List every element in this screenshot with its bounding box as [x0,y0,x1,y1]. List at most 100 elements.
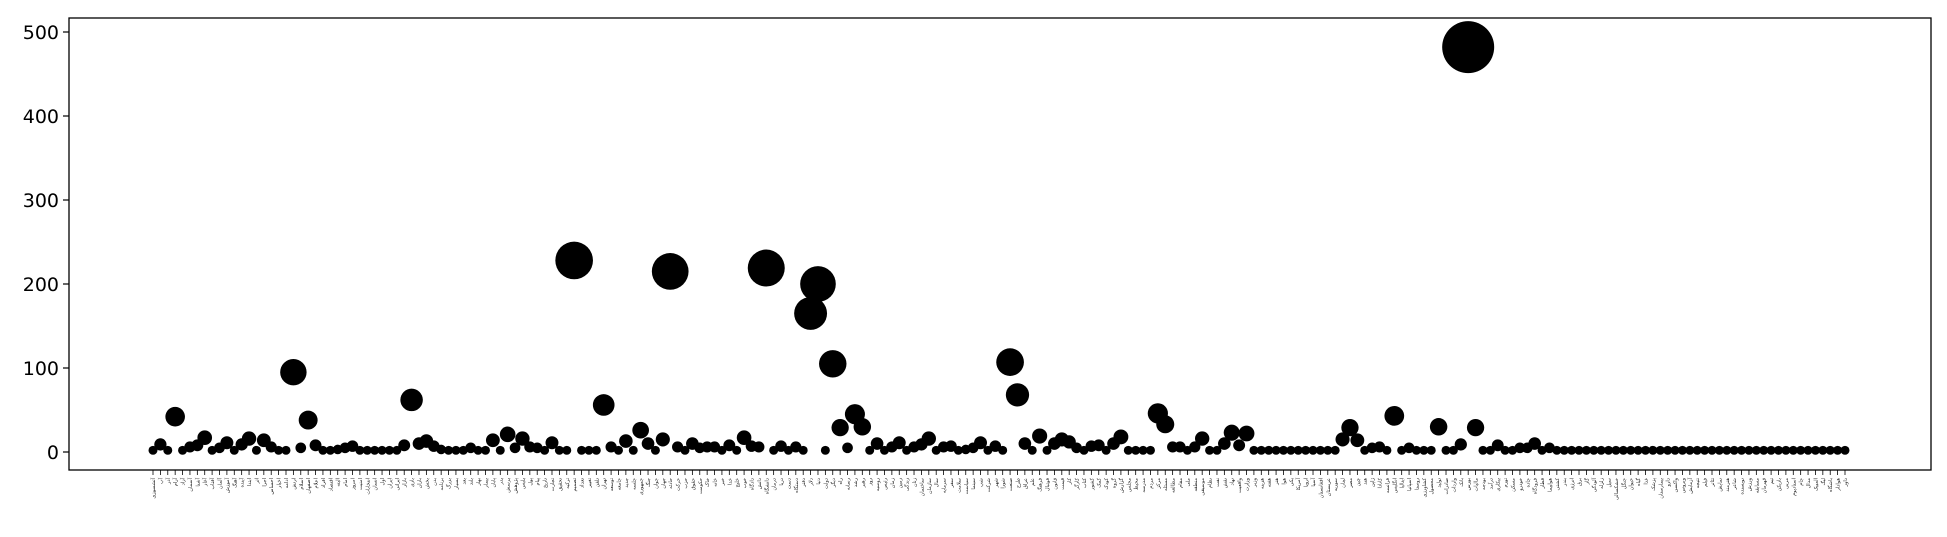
x-tick-label: باشگاه [1827,478,1834,492]
data-point [790,441,802,453]
x-tick-label: آغاز [202,477,209,487]
x-tick-label: جنگل [1620,478,1627,489]
data-point [1323,445,1333,455]
x-tick-label: رئیس [882,477,888,489]
x-tick-label: موسیقی [1200,478,1206,496]
data-point [251,445,261,455]
x-tick-label: قطار [1540,477,1546,489]
data-point [436,444,446,455]
data-point [651,253,689,290]
x-tick-label: پدر [498,477,504,485]
data-point [1685,445,1695,455]
x-tick-label: جاده [1525,478,1531,487]
data-point [989,440,1002,452]
x-tick-label: مرکز [1156,478,1162,490]
data-point [1350,433,1365,448]
data-point [723,439,736,452]
x-tick-label: مدرسه [1141,478,1147,493]
x-tick-label: ورزش [1747,477,1753,491]
x-tick-label: دانش [757,478,763,489]
plot-area [148,21,1850,455]
x-tick-label: سال [934,478,940,487]
x-tick-label: ویروس [1680,477,1686,493]
x-tick-label: چین [1355,478,1361,486]
x-tick-label: مردم [1148,478,1154,489]
x-tick-label: دانشگاه [763,478,770,494]
x-tick-label: داور [1843,478,1849,487]
data-point [362,445,372,455]
x-tick-label: حیوان [1629,478,1635,490]
data-point [398,439,411,452]
data-point [1744,445,1754,455]
x-tick-label: حادثه [668,478,674,489]
x-tick-label: اعلام [314,478,320,488]
x-tick-label: نهاد [1230,478,1236,485]
data-point [865,445,875,455]
data-point [495,445,505,455]
x-tick-label: راه [838,477,844,484]
data-point [798,445,808,455]
data-point [1256,445,1266,455]
x-tick-label: بسیار [454,478,460,490]
data-point [1101,445,1111,455]
x-tick-label: شاعر [1732,478,1738,490]
x-tick-label: بیکاری [1496,478,1502,492]
x-tick-label: امروز [350,478,356,491]
x-tick-label: ژاپن [1370,477,1376,487]
data-point [794,296,828,330]
data-point [577,445,587,455]
y-tick-label: 0 [47,442,59,464]
data-point [1145,445,1155,455]
y-axis: 0 100 200 300 400 500 [23,22,69,464]
x-tick-label: بانک [1459,478,1465,487]
data-point [1825,445,1835,455]
data-point [1448,445,1458,455]
data-point [384,445,394,455]
x-tick-label: سفر [949,478,955,488]
data-point [1223,424,1240,441]
x-tick-label: بیمار [483,478,489,489]
data-point [680,445,690,455]
x-tick-label: خشکسالی [1614,478,1620,500]
x-tick-label: دست [786,478,792,489]
data-point [165,406,185,427]
x-tick-label: محیط [1134,478,1140,490]
x-tick-label: سیاست [964,478,970,494]
data-point [1341,419,1359,437]
data-point [295,442,307,454]
x-tick-label: خوب [742,478,748,488]
data-point [1138,445,1148,455]
x-tick-label: قانون [1052,477,1058,489]
data-point [1796,445,1806,455]
x-tick-label: قهرمان [1762,477,1768,493]
data-point [831,419,849,437]
x-tick-label: سوریه [1333,478,1339,491]
x-tick-label: فوتبال [1045,477,1051,491]
x-tick-label: جامعه [616,478,622,490]
data-point [996,348,1024,376]
data-point [1729,445,1739,455]
x-tick-label: قیمت [1060,477,1066,489]
x-tick-label: نتیجه [1695,478,1701,488]
y-tick-label: 200 [23,274,59,296]
x-axis: آتشسوزی آب آذر آرام آزاد آسمان آشنا آغاز آفتاب آل… [150,470,1849,500]
x-tick-label: پایان [491,477,497,487]
x-tick-label: آتشسوزی [150,477,157,498]
x-tick-label: سرمایه [942,478,948,493]
x-tick-label: تیم [1769,477,1775,484]
data-point [1514,442,1526,454]
x-tick-label: ملی [1185,478,1191,487]
data-point [1293,445,1303,455]
x-tick-label: بدن [432,478,438,486]
x-tick-label: پول [528,477,534,485]
x-tick-label: علم [1030,478,1036,486]
data-point [819,350,847,378]
x-tick-label: هوادار [1836,478,1842,492]
data-point [1604,445,1614,455]
data-point [1559,445,1569,455]
data-point [1722,445,1732,455]
data-point [1218,437,1231,450]
x-tick-label: دارو [1666,478,1672,487]
x-tick-label: واقعیت [1237,477,1243,493]
